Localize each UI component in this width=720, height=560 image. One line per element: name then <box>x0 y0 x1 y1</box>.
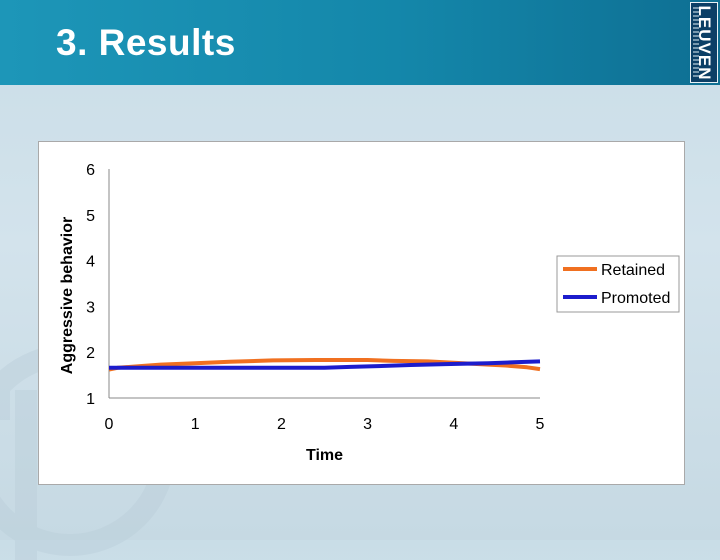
series-line-retained <box>108 358 541 372</box>
y-tick-label: 6 <box>86 162 95 179</box>
y-tick-label: 2 <box>86 345 95 362</box>
x-tick-label: 2 <box>277 416 286 433</box>
x-tick-label: 1 <box>191 416 200 433</box>
legend-frame <box>556 255 680 313</box>
y-axis-label: Aggressive behavior <box>59 217 76 374</box>
y-tick-label: 3 <box>86 299 95 316</box>
slide-title: 3. Results <box>56 22 236 63</box>
y-tick-label: 1 <box>86 391 95 408</box>
slide-header: 3. Results LEUVEN <box>0 0 720 85</box>
legend: Retained Promoted <box>556 255 680 313</box>
logo-wordmark: LEUVEN <box>695 5 714 80</box>
series-line-promoted <box>109 359 541 370</box>
logo-subtext-decoration <box>693 7 699 79</box>
x-tick-label: 4 <box>449 416 458 433</box>
y-tick-label: 4 <box>86 254 95 271</box>
university-logo: LEUVEN <box>690 2 718 83</box>
legend-label-promoted: Promoted <box>601 290 670 307</box>
x-axis-label: Time <box>306 447 343 464</box>
x-tick-label: 3 <box>363 416 372 433</box>
x-tick-label: 5 <box>536 416 545 433</box>
y-tick-label: 5 <box>86 208 95 225</box>
x-tick-label: 0 <box>105 416 114 433</box>
legend-label-retained: Retained <box>601 262 665 279</box>
